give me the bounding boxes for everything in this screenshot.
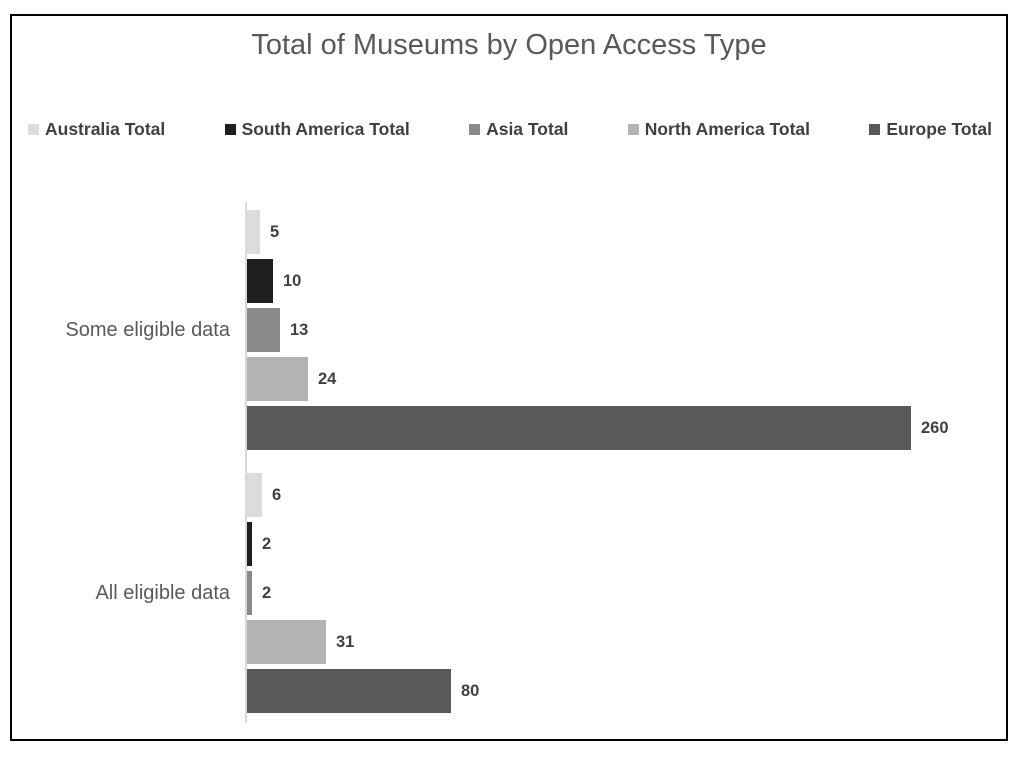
bar-europe-total-all-eligible-data xyxy=(247,669,451,713)
legend-swatch-icon xyxy=(469,124,481,135)
legend-label: Asia Total xyxy=(486,119,569,139)
bar-value-label: 31 xyxy=(336,633,355,651)
chart-title: Total of Museums by Open Access Type xyxy=(251,29,767,61)
legend-item-australia-total: Australia Total xyxy=(28,119,165,140)
plot-area: Some eligible data 5 10 13 24 260 All eligible… xyxy=(12,16,1006,739)
legend-item-north-america-total: North America Total xyxy=(627,119,811,140)
legend-item-europe-total: Europe Total xyxy=(869,119,992,140)
chart-frame: Total of Museums by Open Access Type Aus… xyxy=(10,14,1008,741)
bar-value-label: 10 xyxy=(283,272,302,290)
legend-swatch-icon xyxy=(28,124,39,135)
bar-value-label: 24 xyxy=(318,370,337,388)
category-label-some-eligible-data: Some eligible data xyxy=(65,319,230,341)
bar-value-label: 6 xyxy=(272,486,282,504)
legend-label: Australia Total xyxy=(45,119,166,139)
bar-asia-total-some-eligible-data xyxy=(247,308,280,352)
bar-asia-total-all-eligible-data xyxy=(247,571,252,615)
bar-north-america-total-all-eligible-data xyxy=(247,620,326,664)
bar-australia-total-all-eligible-data xyxy=(247,473,262,517)
bar-value-label: 260 xyxy=(921,419,949,437)
legend-label: North America Total xyxy=(644,119,811,139)
legend-item-south-america-total: South America Total xyxy=(224,119,410,140)
legend-swatch-icon xyxy=(224,124,236,135)
legend-swatch-icon xyxy=(627,124,639,135)
bar-value-label: 80 xyxy=(461,682,480,700)
bar-value-label: 2 xyxy=(262,535,272,553)
legend: Australia Total South America Total Asia T… xyxy=(28,119,992,140)
legend-item-asia-total: Asia Total xyxy=(469,119,568,140)
bar-australia-total-some-eligible-data xyxy=(247,210,260,254)
legend-label: South America Total xyxy=(241,119,410,139)
legend-swatch-icon xyxy=(869,124,881,135)
bar-europe-total-some-eligible-data xyxy=(247,406,911,450)
bar-value-label: 2 xyxy=(262,584,272,602)
bar-south-america-total-some-eligible-data xyxy=(247,259,273,303)
y-axis-line xyxy=(245,202,247,723)
bar-north-america-total-some-eligible-data xyxy=(247,357,308,401)
bar-value-label: 5 xyxy=(270,223,280,241)
category-label-all-eligible-data: All eligible data xyxy=(95,582,230,604)
bar-value-label: 13 xyxy=(290,321,309,339)
legend-label: Europe Total xyxy=(886,119,992,139)
bar-south-america-total-all-eligible-data xyxy=(247,522,252,566)
